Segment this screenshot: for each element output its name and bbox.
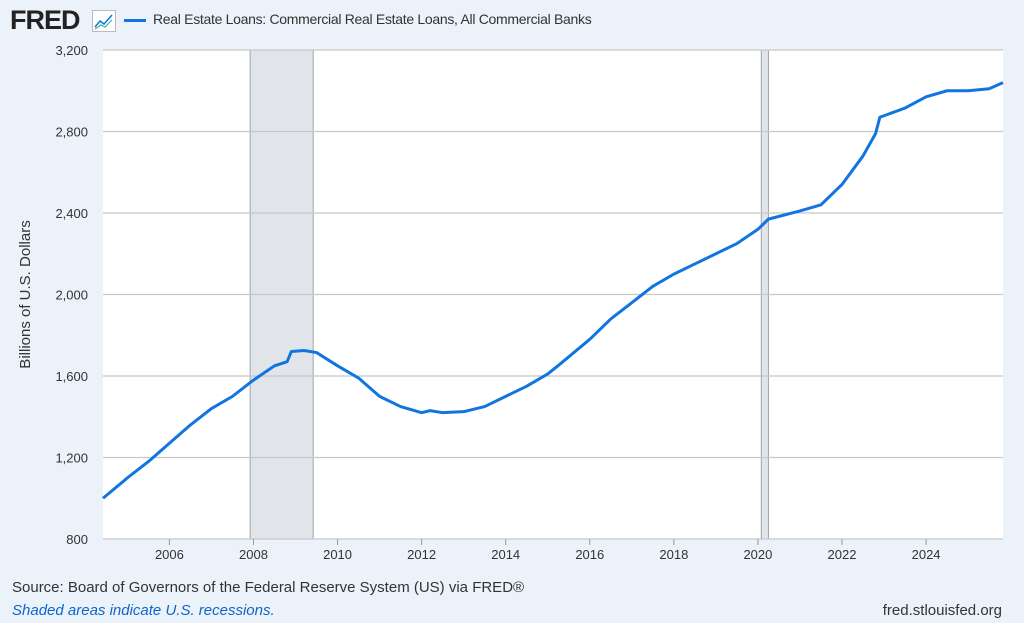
x-tick-label: 2012: [407, 547, 436, 562]
x-tick-label: 2022: [828, 547, 857, 562]
x-tick-label: 2014: [491, 547, 520, 562]
y-tick-label: 1,200: [55, 451, 88, 466]
x-tick-label: 2006: [155, 547, 184, 562]
x-tick-label: 2016: [575, 547, 604, 562]
y-tick-label: 2,400: [55, 206, 88, 221]
y-tick-label: 2,000: [55, 288, 88, 303]
x-tick-label: 2020: [743, 547, 772, 562]
chart-icon: [92, 10, 116, 32]
y-tick-label: 3,200: [55, 43, 88, 58]
y-tick-label: 2,800: [55, 125, 88, 140]
recession-note: Shaded areas indicate U.S. recessions.: [12, 602, 275, 619]
x-tick-label: 2008: [239, 547, 268, 562]
chart-title: Real Estate Loans: Commercial Real Estat…: [153, 11, 592, 27]
x-tick-label: 2018: [659, 547, 688, 562]
y-tick-label: 800: [66, 532, 88, 547]
x-tick-label: 2024: [912, 547, 941, 562]
fred-logo[interactable]: FRED: [10, 5, 80, 35]
fred-url[interactable]: fred.stlouisfed.org: [882, 602, 1002, 619]
x-tick-label: 2010: [323, 547, 352, 562]
y-tick-label: 1,600: [55, 369, 88, 384]
series-line: [102, 81, 1004, 500]
legend-swatch: [124, 19, 146, 22]
source-text: Source: Board of Governors of the Federa…: [12, 579, 525, 596]
y-axis-label: Billions of U.S. Dollars: [17, 220, 34, 368]
